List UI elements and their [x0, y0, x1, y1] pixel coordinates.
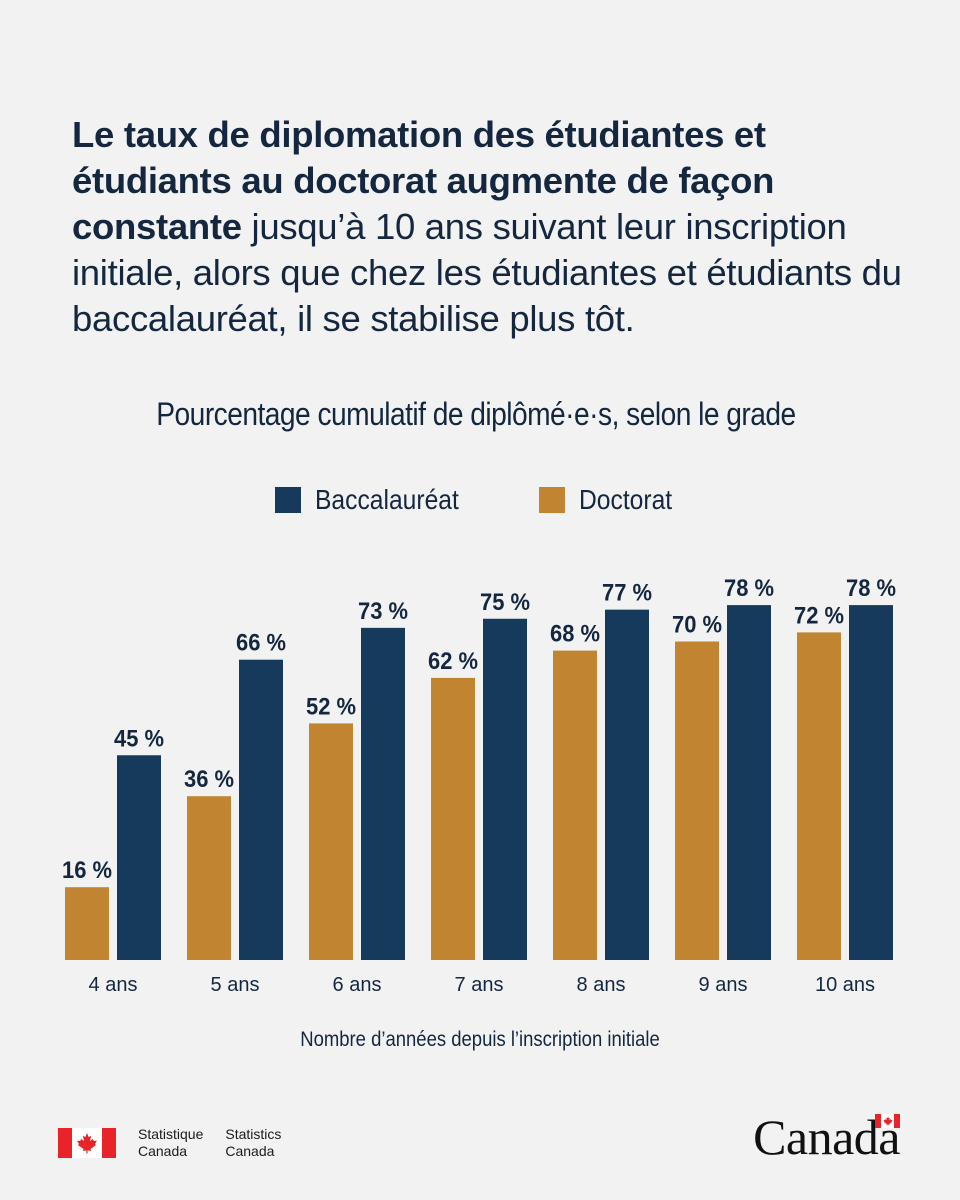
- data-label-baccalaureat-6: 73 %: [358, 598, 408, 625]
- legend-label-baccalaureat: Baccalauréat: [315, 484, 460, 515]
- bar-doctorat-9: [675, 641, 719, 960]
- x-tick-label: 8 ans: [577, 974, 626, 996]
- headline-bold: Le taux de diplomation des étudiantes et…: [72, 114, 775, 247]
- bar-baccalaureat-6: [361, 627, 405, 960]
- data-label-baccalaureat-10: 78 %: [846, 575, 896, 602]
- bar-doctorat-7: [431, 677, 475, 960]
- data-label-baccalaureat-5: 66 %: [236, 630, 286, 657]
- legend-label-doctorat: Doctorat: [578, 484, 672, 515]
- statcan-signature: Statistique Canada Statistics Canada: [58, 1126, 281, 1160]
- canada-flag-icon: [58, 1128, 116, 1158]
- x-tick-label: 6 ans: [333, 974, 382, 996]
- bar-baccalaureat-8: [605, 609, 649, 960]
- data-label-baccalaureat-7: 75 %: [480, 589, 530, 616]
- chart-title: Pourcentage cumulatif de diplômé·e·s, se…: [156, 396, 796, 432]
- bar-baccalaureat-10: [849, 605, 893, 960]
- bar-baccalaureat-9: [727, 605, 771, 960]
- org-name-en: Statistics Canada: [225, 1126, 282, 1159]
- x-tick-label: 4 ans: [89, 974, 138, 996]
- bar-doctorat-10: [797, 632, 841, 960]
- bar-doctorat-6: [309, 723, 353, 960]
- x-tick-label: 5 ans: [211, 974, 260, 996]
- data-label-baccalaureat-8: 77 %: [602, 580, 652, 607]
- legend-swatch-baccalaureat: [275, 487, 302, 513]
- data-label-doctorat-7: 62 %: [428, 648, 478, 675]
- data-label-doctorat-5: 36 %: [184, 766, 234, 793]
- headline: Le taux de diplomation des étudiantes et…: [72, 112, 912, 342]
- x-axis-label: Nombre d’années depuis l’inscription ini…: [300, 1028, 660, 1051]
- legend-item-doctorat: Doctorat: [538, 484, 685, 516]
- data-label-doctorat-8: 68 %: [550, 621, 600, 648]
- legend-swatch-doctorat: [538, 487, 565, 513]
- legend: Baccalauréat Doctorat: [0, 484, 960, 516]
- data-label-doctorat-6: 52 %: [306, 693, 356, 720]
- data-label-doctorat-10: 72 %: [794, 602, 844, 629]
- bar-baccalaureat-5: [239, 659, 283, 960]
- x-tick-label: 10 ans: [815, 974, 875, 996]
- data-label-baccalaureat-9: 78 %: [724, 575, 774, 602]
- headline-regular: jusqu’à 10 ans suivant leur inscription …: [72, 206, 902, 339]
- bar-baccalaureat-7: [483, 618, 527, 960]
- bar-doctorat-8: [553, 650, 597, 960]
- data-label-doctorat-9: 70 %: [672, 612, 722, 639]
- data-label-doctorat-4: 16 %: [62, 857, 112, 884]
- x-tick-label: 7 ans: [455, 974, 504, 996]
- data-label-baccalaureat-4: 45 %: [114, 725, 164, 752]
- x-tick-label: 9 ans: [699, 974, 748, 996]
- wordmark-flag-icon: [875, 1114, 900, 1128]
- bar-baccalaureat-4: [117, 755, 161, 960]
- bar-chart: 16 % 45 % 4 ans 36 % 66 % 5 ans 52 % 73 % 6 ans 6…: [62, 575, 896, 996]
- bar-doctorat-4: [65, 887, 109, 960]
- legend-item-baccalaureat: Baccalauréat: [275, 484, 478, 516]
- org-name-fr: Statistique Canada: [138, 1126, 204, 1159]
- bar-doctorat-5: [187, 796, 231, 960]
